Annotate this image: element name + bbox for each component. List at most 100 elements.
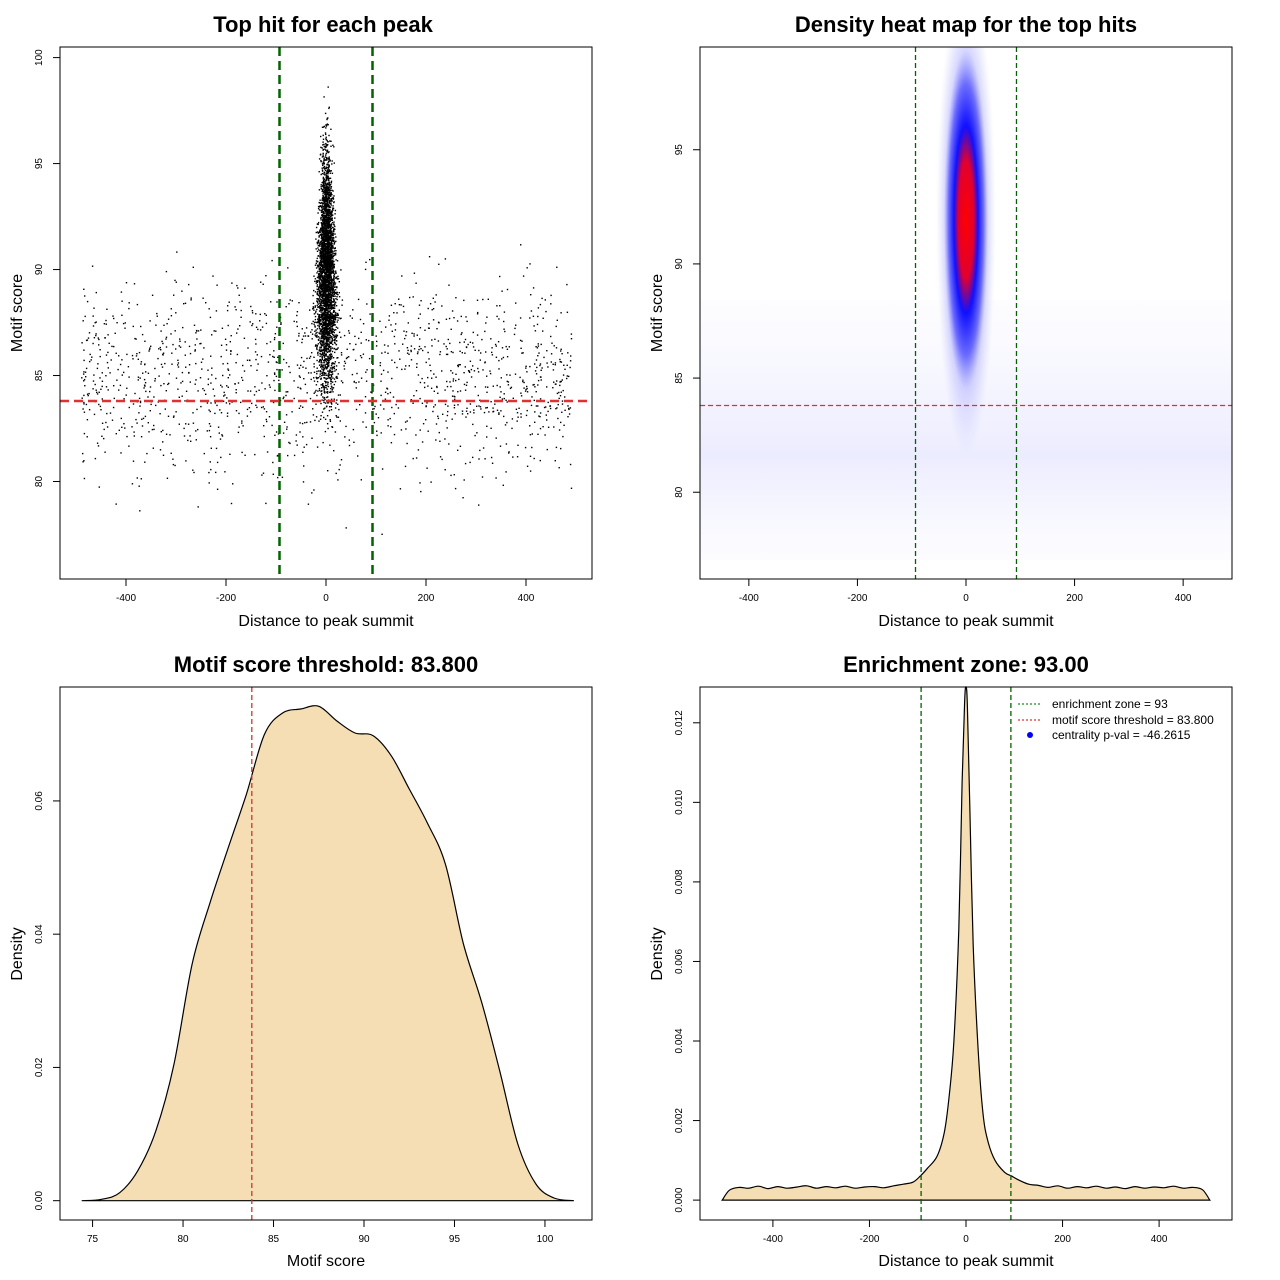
scatter-point xyxy=(331,172,334,174)
scatter-point xyxy=(555,325,557,328)
scatter-point xyxy=(105,375,107,377)
scatter-point xyxy=(272,355,274,358)
scatter-point xyxy=(321,230,323,232)
scatter-point xyxy=(83,349,85,351)
scatter-points xyxy=(81,86,573,535)
scatter-point xyxy=(258,389,260,391)
scatter-point xyxy=(321,368,323,370)
scatter-point xyxy=(330,387,332,390)
scatter-point xyxy=(327,216,330,218)
scatter-point xyxy=(323,283,326,286)
scatter-point xyxy=(327,208,329,210)
scatter-point xyxy=(424,329,426,331)
scatter-point xyxy=(197,330,200,332)
scatter-point xyxy=(181,395,183,397)
scatter-point xyxy=(332,258,334,260)
scatter-point xyxy=(437,392,439,394)
scatter-point xyxy=(353,380,355,383)
scatter-point xyxy=(332,304,334,307)
scatter-point xyxy=(332,291,334,294)
scatter-point xyxy=(321,251,323,253)
scatter-point xyxy=(355,382,357,384)
scatter-point xyxy=(322,330,324,333)
scatter-point xyxy=(320,311,322,313)
scatter-point xyxy=(330,170,332,172)
scatter-point xyxy=(409,416,411,419)
scatter-point xyxy=(413,333,415,335)
scatter-point xyxy=(326,331,329,333)
scatter-point xyxy=(351,317,353,319)
scatter-point xyxy=(321,287,323,289)
scatter-point xyxy=(313,489,315,491)
scatter-point xyxy=(547,366,549,368)
scatter-point xyxy=(82,452,84,455)
scatter-point xyxy=(326,218,328,220)
scatter-point xyxy=(150,403,152,406)
scatter-point xyxy=(188,345,191,348)
scatter-point xyxy=(317,343,320,345)
scatter-point xyxy=(165,390,167,392)
scatter-point xyxy=(343,360,346,363)
scatter-point xyxy=(482,298,484,301)
scatter-point xyxy=(210,447,212,449)
scatter-point xyxy=(328,238,331,240)
scatter-point xyxy=(325,328,328,330)
scatter-point xyxy=(316,334,318,336)
scatter-point xyxy=(332,331,335,333)
scatter-point xyxy=(486,316,488,318)
scatter-point xyxy=(320,354,323,356)
scatter-point xyxy=(327,144,329,146)
scatter-point xyxy=(317,239,320,241)
scatter-point xyxy=(326,402,329,404)
scatter-point xyxy=(331,426,333,428)
scatter-point xyxy=(320,187,322,190)
scatter-point xyxy=(311,322,313,325)
scatter-point xyxy=(330,234,332,236)
scatter-point xyxy=(318,305,320,308)
scatter-point xyxy=(274,389,276,392)
scatter-point xyxy=(330,251,332,253)
scatter-point xyxy=(324,297,326,299)
scatter-point xyxy=(417,449,420,451)
scatter-point xyxy=(320,279,323,281)
scatter-point xyxy=(321,387,323,389)
scatter-point xyxy=(537,379,540,382)
scatter-point xyxy=(327,370,329,372)
scatter-point xyxy=(107,389,109,391)
scatter-point xyxy=(541,367,543,369)
scatter-point xyxy=(525,367,527,369)
scatter-point xyxy=(329,326,331,328)
scatter-point xyxy=(550,335,552,338)
scatter-point xyxy=(328,205,330,207)
scatter-point xyxy=(409,296,411,299)
scatter-point xyxy=(320,255,322,257)
scatter-point xyxy=(332,237,334,239)
scatter-point xyxy=(330,325,332,327)
scatter-point xyxy=(534,421,536,423)
scatter-point xyxy=(326,302,328,305)
scatter-point xyxy=(323,162,325,164)
scatter-point xyxy=(235,410,238,412)
scatter-point xyxy=(325,292,327,294)
scatter-point xyxy=(320,209,322,212)
scatter-point xyxy=(332,233,335,235)
scatter-point xyxy=(319,352,321,355)
scatter-point xyxy=(324,196,326,199)
scatter-point xyxy=(163,324,165,326)
scatter-point xyxy=(539,459,541,462)
scatter-point xyxy=(550,361,552,363)
scatter-point xyxy=(327,364,329,366)
scatter-point xyxy=(251,402,253,405)
scatter-point xyxy=(336,314,338,317)
scatter-point xyxy=(325,283,327,285)
scatter-point xyxy=(334,324,336,326)
scatter-point xyxy=(321,321,324,323)
scatter-point xyxy=(89,353,91,356)
scatter-point xyxy=(289,442,291,445)
scatter-point xyxy=(415,434,417,436)
scatter-point xyxy=(332,339,334,341)
scatter-point xyxy=(320,333,322,335)
scatter-point xyxy=(327,177,329,179)
scatter-point xyxy=(534,386,536,388)
scatter-point xyxy=(235,309,237,311)
